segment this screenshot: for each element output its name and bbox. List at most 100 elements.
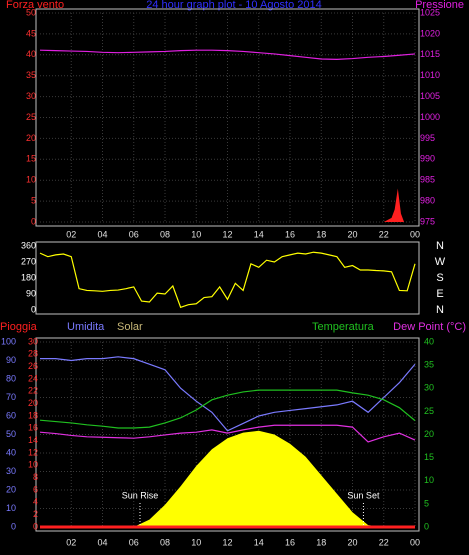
x-tick-label: 12 bbox=[222, 229, 232, 239]
y-tick-label: 0 bbox=[31, 304, 36, 314]
y-tick-label: 270 bbox=[21, 256, 36, 266]
x-tick-label: 04 bbox=[97, 537, 107, 547]
y-tick-label: 1015 bbox=[420, 49, 440, 59]
y-tick-label: 60 bbox=[6, 410, 16, 420]
y-tick-label: 1000 bbox=[420, 112, 440, 122]
pressure-label: Pressione bbox=[415, 0, 464, 11]
y-tick-label: 1025 bbox=[420, 7, 440, 17]
y-tick-label: 20 bbox=[26, 133, 36, 143]
y-tick-label: 8 bbox=[33, 472, 38, 482]
series-line bbox=[39, 251, 416, 309]
x-tick-label: 02 bbox=[66, 537, 76, 547]
direction-label: E bbox=[436, 288, 443, 300]
y-tick-label: 980 bbox=[420, 195, 435, 205]
y-tick-label: 990 bbox=[420, 154, 435, 164]
x-tick-label: 08 bbox=[160, 229, 170, 239]
y-tick-label: 16 bbox=[28, 423, 38, 433]
chart-title: 24 hour graph plot - 10 Agosto 2014 bbox=[146, 0, 322, 11]
y-tick-label: 50 bbox=[6, 429, 16, 439]
series-area bbox=[40, 430, 415, 527]
y-tick-label: 30 bbox=[28, 336, 38, 346]
x-tick-label: 12 bbox=[222, 537, 232, 547]
y-tick-label: 1005 bbox=[420, 91, 440, 101]
x-tick-label: 00 bbox=[410, 229, 420, 239]
y-tick-label: 2 bbox=[33, 509, 38, 519]
x-tick-label: 14 bbox=[254, 229, 264, 239]
x-tick-label: 22 bbox=[379, 229, 389, 239]
y-tick-label: 5 bbox=[424, 498, 429, 508]
x-tick-label: 22 bbox=[379, 537, 389, 547]
y-tick-label: 50 bbox=[26, 7, 36, 17]
y-tick-label: 10 bbox=[6, 503, 16, 513]
y-tick-label: 15 bbox=[424, 452, 434, 462]
y-tick-label: 35 bbox=[424, 360, 434, 370]
plot-frame bbox=[35, 337, 420, 532]
y-tick-label: 40 bbox=[26, 49, 36, 59]
annotation: Sun Rise bbox=[122, 490, 159, 500]
y-tick-label: 25 bbox=[26, 112, 36, 122]
series-line bbox=[39, 424, 416, 443]
y-tick-label: 80 bbox=[6, 373, 16, 383]
y-tick-label: 995 bbox=[420, 133, 435, 143]
x-tick-label: 20 bbox=[347, 229, 357, 239]
x-tick-label: 16 bbox=[285, 537, 295, 547]
y-tick-label: 10 bbox=[424, 475, 434, 485]
y-tick-label: 10 bbox=[26, 175, 36, 185]
y-tick-label: 30 bbox=[424, 383, 434, 393]
plot-frame bbox=[35, 8, 420, 227]
y-tick-label: 70 bbox=[6, 392, 16, 402]
rain-label: Pioggia bbox=[0, 321, 38, 333]
temperature-label: Temperatura bbox=[312, 321, 375, 333]
x-tick-label: 02 bbox=[66, 229, 76, 239]
direction-label: N bbox=[436, 304, 444, 316]
y-tick-label: 5 bbox=[31, 195, 36, 205]
y-tick-label: 30 bbox=[6, 466, 16, 476]
solar-label: Solar bbox=[117, 321, 143, 333]
y-tick-label: 20 bbox=[6, 484, 16, 494]
y-tick-label: 975 bbox=[420, 216, 435, 226]
x-tick-label: 18 bbox=[316, 229, 326, 239]
x-tick-label: 14 bbox=[254, 537, 264, 547]
y-tick-label: 45 bbox=[26, 28, 36, 38]
y-tick-label: 0 bbox=[11, 521, 16, 531]
y-tick-label: 25 bbox=[424, 406, 434, 416]
x-tick-label: 20 bbox=[347, 537, 357, 547]
humidity-label: Umidita bbox=[67, 321, 105, 333]
y-tick-label: 100 bbox=[1, 336, 16, 346]
x-tick-label: 10 bbox=[191, 537, 201, 547]
wind-force-label: Forza vento bbox=[6, 0, 64, 11]
series-line bbox=[40, 356, 416, 432]
y-tick-label: 20 bbox=[28, 398, 38, 408]
direction-label: S bbox=[436, 272, 443, 284]
y-tick-label: 24 bbox=[28, 373, 38, 383]
y-tick-label: 26 bbox=[28, 361, 38, 371]
y-tick-label: 30 bbox=[26, 91, 36, 101]
x-tick-label: 04 bbox=[97, 229, 107, 239]
y-tick-label: 10 bbox=[28, 460, 38, 470]
dew-point-label: Dew Point (°C) bbox=[393, 321, 466, 333]
y-tick-label: 1020 bbox=[420, 28, 440, 38]
series-line bbox=[39, 389, 416, 429]
y-tick-label: 12 bbox=[28, 447, 38, 457]
y-tick-label: 180 bbox=[21, 272, 36, 282]
x-tick-label: 08 bbox=[160, 537, 170, 547]
x-tick-label: 18 bbox=[316, 537, 326, 547]
direction-label: N bbox=[436, 240, 444, 252]
y-tick-label: 6 bbox=[33, 484, 38, 494]
y-tick-label: 0 bbox=[31, 216, 36, 226]
y-tick-label: 90 bbox=[26, 288, 36, 298]
plot-frame bbox=[35, 241, 420, 315]
y-tick-label: 18 bbox=[28, 410, 38, 420]
y-tick-label: 14 bbox=[28, 435, 38, 445]
x-tick-label: 10 bbox=[191, 229, 201, 239]
series-line bbox=[39, 49, 416, 60]
y-tick-label: 35 bbox=[26, 70, 36, 80]
y-tick-label: 985 bbox=[420, 175, 435, 185]
y-tick-label: 1010 bbox=[420, 70, 440, 80]
y-tick-label: 20 bbox=[424, 429, 434, 439]
direction-label: W bbox=[435, 256, 446, 268]
y-tick-label: 0 bbox=[424, 521, 429, 531]
y-tick-label: 15 bbox=[26, 154, 36, 164]
y-tick-label: 28 bbox=[28, 349, 38, 359]
